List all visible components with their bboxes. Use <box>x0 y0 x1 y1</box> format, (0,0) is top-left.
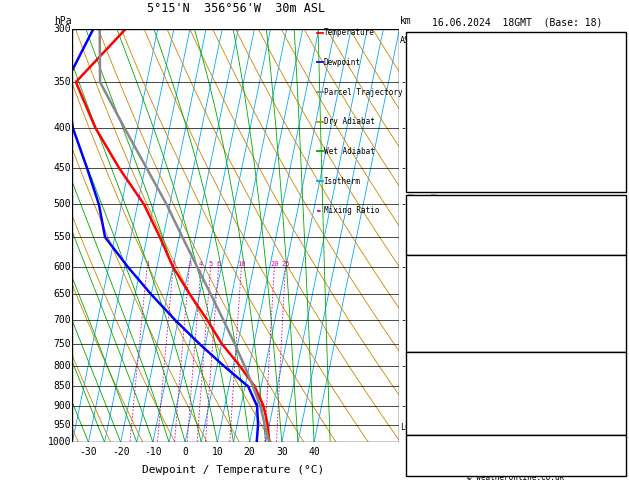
Text: 45: 45 <box>611 443 623 452</box>
Text: Temperature: Temperature <box>324 28 374 37</box>
Text: kt: kt <box>442 38 452 47</box>
Text: 8: 8 <box>617 468 623 477</box>
Text: 20: 20 <box>243 448 255 457</box>
Text: -30: -30 <box>80 448 97 457</box>
Text: 450: 450 <box>53 163 71 174</box>
Text: EH: EH <box>409 443 420 452</box>
Text: -5: -5 <box>400 199 412 209</box>
Text: 40: 40 <box>308 448 320 457</box>
Text: -3: -3 <box>400 315 412 325</box>
Text: 500: 500 <box>53 199 71 209</box>
Text: CAPE (J): CAPE (J) <box>409 327 455 336</box>
Text: 10: 10 <box>237 261 246 267</box>
Text: 600: 600 <box>53 262 71 272</box>
Text: Wet Adiabat: Wet Adiabat <box>324 147 374 156</box>
Text: 10: 10 <box>211 448 223 457</box>
Text: K: K <box>409 201 415 210</box>
Text: 4: 4 <box>199 261 203 267</box>
Text: Dewp (°C): Dewp (°C) <box>409 285 460 294</box>
Text: -10: -10 <box>144 448 162 457</box>
Text: CIN (J): CIN (J) <box>409 424 449 433</box>
Text: 20: 20 <box>270 261 279 267</box>
Text: 88°: 88° <box>606 459 623 469</box>
Text: Mixing Ratio (g/kg): Mixing Ratio (g/kg) <box>408 188 416 283</box>
Text: 16.06.2024  18GMT  (Base: 18): 16.06.2024 18GMT (Base: 18) <box>432 17 602 27</box>
Text: 347: 347 <box>606 299 623 308</box>
Text: Temp (°C): Temp (°C) <box>409 271 460 280</box>
Text: 3: 3 <box>617 341 623 350</box>
Text: 800: 800 <box>53 361 71 371</box>
Text: Lifted Index: Lifted Index <box>409 396 478 405</box>
Text: 5: 5 <box>208 261 213 267</box>
Text: 550: 550 <box>53 232 71 242</box>
Text: Parcel Trajectory: Parcel Trajectory <box>324 87 403 97</box>
Text: 900: 900 <box>53 401 71 411</box>
Text: ASL: ASL <box>400 36 415 45</box>
Text: 3: 3 <box>187 261 191 267</box>
Text: Totals Totals: Totals Totals <box>409 221 484 229</box>
Text: Dewpoint / Temperature (°C): Dewpoint / Temperature (°C) <box>142 465 324 474</box>
Text: 34: 34 <box>611 201 623 210</box>
Text: © weatheronline.co.uk: © weatheronline.co.uk <box>467 473 564 482</box>
Text: 350: 350 <box>53 77 71 87</box>
Text: 30: 30 <box>276 448 287 457</box>
Text: θₑ (K): θₑ (K) <box>409 382 443 391</box>
Text: -20: -20 <box>112 448 130 457</box>
Text: Surface: Surface <box>496 257 536 266</box>
Text: -2: -2 <box>611 313 623 322</box>
Text: Mixing Ratio (g/kg): Mixing Ratio (g/kg) <box>430 188 438 283</box>
Text: 25: 25 <box>281 261 289 267</box>
Text: hPa: hPa <box>53 16 71 26</box>
Text: StmSpd (kt): StmSpd (kt) <box>409 468 472 477</box>
Text: θₑ(K): θₑ(K) <box>409 299 438 308</box>
Text: Mixing Ratio: Mixing Ratio <box>324 207 379 215</box>
Text: -2: -2 <box>611 396 623 405</box>
Text: 43: 43 <box>611 221 623 229</box>
Text: PW (cm): PW (cm) <box>409 240 449 249</box>
Text: 5.5: 5.5 <box>606 240 623 249</box>
Text: Isotherm: Isotherm <box>324 176 360 186</box>
Text: 26.1: 26.1 <box>599 271 623 280</box>
Text: 2: 2 <box>500 122 504 128</box>
Text: 1000: 1000 <box>48 437 71 447</box>
Text: 22.2: 22.2 <box>599 285 623 294</box>
Text: 650: 650 <box>53 290 71 299</box>
Text: 437: 437 <box>606 410 623 419</box>
Text: Dewpoint: Dewpoint <box>324 58 360 67</box>
Text: SREH: SREH <box>409 451 432 460</box>
Text: 3: 3 <box>617 424 623 433</box>
Text: CAPE (J): CAPE (J) <box>409 410 455 419</box>
Text: LCL: LCL <box>400 423 415 432</box>
Text: 5°15'N  356°56'W  30m ASL: 5°15'N 356°56'W 30m ASL <box>147 2 325 16</box>
Text: 750: 750 <box>53 339 71 348</box>
Text: CIN (J): CIN (J) <box>409 341 449 350</box>
Text: -4: -4 <box>400 262 412 272</box>
Text: -6: -6 <box>400 163 412 174</box>
Text: 75: 75 <box>611 451 623 460</box>
Text: -1: -1 <box>400 401 412 411</box>
Text: 1: 1 <box>145 261 149 267</box>
Text: -8: -8 <box>400 77 412 87</box>
Text: -2: -2 <box>400 361 412 371</box>
Text: 0: 0 <box>182 448 188 457</box>
Text: 6: 6 <box>216 261 221 267</box>
Text: 1009: 1009 <box>599 368 623 378</box>
Text: Lifted Index: Lifted Index <box>409 313 478 322</box>
Text: 950: 950 <box>53 419 71 430</box>
Text: 300: 300 <box>53 24 71 34</box>
Text: 400: 400 <box>53 123 71 133</box>
Text: -7: -7 <box>400 123 412 133</box>
Text: 700: 700 <box>53 315 71 325</box>
Text: 437: 437 <box>606 327 623 336</box>
Text: Hodograph: Hodograph <box>490 434 542 444</box>
Text: Dry Adiabat: Dry Adiabat <box>324 117 374 126</box>
Text: 2: 2 <box>171 261 175 267</box>
Text: Most Unstable: Most Unstable <box>479 355 553 364</box>
Text: 347: 347 <box>606 382 623 391</box>
Text: km: km <box>400 16 412 26</box>
Text: 850: 850 <box>53 382 71 392</box>
Text: StmDir: StmDir <box>409 459 443 469</box>
Text: 7: 7 <box>525 100 529 106</box>
Text: Pressure (mb): Pressure (mb) <box>409 368 484 378</box>
